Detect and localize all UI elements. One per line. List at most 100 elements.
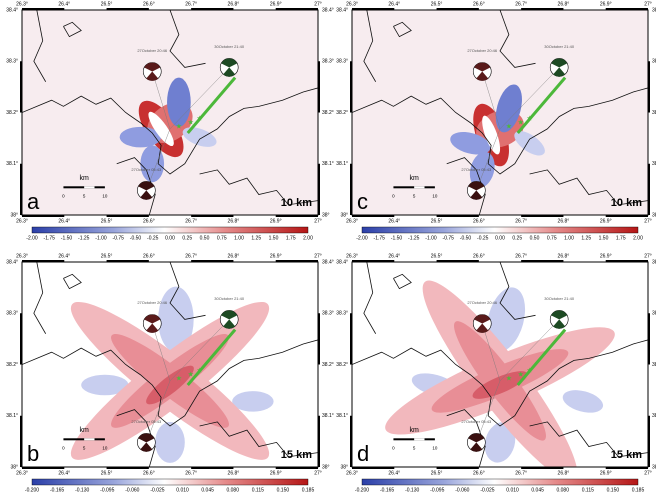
stress-lobe — [148, 111, 174, 147]
frame-bar — [22, 215, 65, 217]
scale-unit: km — [409, 427, 419, 434]
colorbar-label: 0.045 — [531, 487, 544, 493]
coastline — [199, 169, 318, 206]
lat-tick-label: 38.3° — [322, 59, 334, 65]
colorbar-label: -0.75 — [113, 235, 125, 241]
lon-tick-label: 26.3° — [16, 218, 28, 224]
lat-tick-label: 38.3° — [6, 311, 18, 317]
beachball-sector — [474, 62, 491, 72]
colorbar-label: 0.00 — [165, 235, 175, 241]
scale-label: 0 — [392, 194, 395, 199]
stress-lobe — [182, 127, 217, 147]
epicenter-star: ★ — [506, 375, 512, 383]
frame-bar — [521, 260, 564, 262]
depth-label: 10 km — [281, 197, 312, 209]
frame-bar — [191, 260, 234, 262]
lon-tick-label: 26.8° — [558, 470, 570, 476]
stress-lobe — [495, 84, 522, 133]
coastline — [363, 262, 377, 334]
panel-letter: b — [27, 441, 39, 466]
beachball-sector — [223, 67, 236, 77]
colorbar-label: -0.200 — [355, 487, 369, 493]
lat-tick-label: 38.4° — [336, 7, 348, 13]
coastline — [499, 10, 536, 68]
lon-tick-label: 26.3° — [346, 1, 358, 7]
stress-lobe — [562, 390, 604, 413]
depth-label: 15 km — [611, 449, 642, 461]
depth-label: 15 km — [281, 449, 312, 461]
colorbar-label: 1.00 — [234, 235, 244, 241]
lon-tick-label: 26.5° — [431, 470, 443, 476]
lat-tick-label: 38.3° — [336, 59, 348, 65]
frame-bar — [521, 215, 564, 217]
lon-tick-label: 26.5° — [101, 253, 113, 259]
colorbar-label: -0.060 — [125, 487, 139, 493]
colorbar-label: -0.060 — [455, 487, 469, 493]
colorbar-label: -1.75 — [374, 235, 386, 241]
scale-label: 0 — [62, 194, 65, 199]
colorbar-label: 0.045 — [201, 487, 214, 493]
lon-tick-label: 26.3° — [346, 253, 358, 259]
lat-tick-label: 38° — [340, 212, 348, 218]
lat-tick-label: 38.4° — [652, 7, 656, 13]
lon-tick-label: 26.6° — [143, 1, 155, 7]
event-label: 27October 20:46 — [137, 48, 168, 53]
colorbar-label: 0.185 — [632, 487, 645, 493]
frame-bar — [20, 61, 22, 113]
scale-unit: km — [79, 175, 89, 182]
frame-bar — [22, 467, 65, 469]
scale-label: 0 — [392, 446, 395, 451]
colorbar-label: -1.75 — [44, 235, 56, 241]
lon-tick-label: 26.4° — [388, 218, 400, 224]
lon-tick-label: 26.8° — [558, 253, 570, 259]
colorbar-label: 0.150 — [277, 487, 290, 493]
colorbar-label: 1.25 — [581, 235, 591, 241]
colorbar-label: 0.25 — [512, 235, 522, 241]
lon-tick-label: 26.9° — [270, 253, 282, 259]
lon-tick-label: 27° — [314, 218, 322, 224]
event-label: 27October 05:43 — [461, 419, 492, 424]
scale-label: 5 — [83, 194, 86, 199]
coastline — [33, 262, 47, 334]
leader-line — [146, 380, 171, 443]
colorbar-label: 0.00 — [495, 235, 505, 241]
lon-tick-label: 26.6° — [473, 470, 485, 476]
beachball-sector — [470, 442, 483, 452]
lat-tick-label: 38° — [10, 464, 18, 470]
leader-line — [169, 67, 230, 130]
scale-bar-white — [414, 186, 425, 189]
lon-tick-label: 26.9° — [600, 1, 612, 7]
colorbar-label: 1.75 — [286, 235, 296, 241]
scale-bar-white — [84, 438, 95, 441]
colorbar-label: 0.50 — [200, 235, 210, 241]
lon-tick-label: 26.5° — [431, 253, 443, 259]
beachball-sector — [553, 319, 566, 329]
lon-tick-label: 26.9° — [270, 470, 282, 476]
frame-bar — [318, 163, 320, 215]
colorbar-label: -0.165 — [50, 487, 64, 493]
colorbar-label: 2.00 — [303, 235, 313, 241]
lat-tick-label: 38.3° — [652, 311, 656, 317]
colorbar-label: 0.010 — [506, 487, 519, 493]
lat-tick-label: 38.2° — [336, 110, 348, 116]
stress-lobe — [146, 365, 194, 405]
frame-bar — [20, 415, 22, 467]
coastline — [199, 421, 318, 458]
epicenter-star: ★ — [196, 366, 202, 374]
frame-bar — [352, 260, 395, 262]
fault-trace — [186, 76, 237, 134]
frame-bar — [275, 467, 318, 469]
stress-lobe — [167, 77, 191, 127]
frame-bar — [352, 467, 395, 469]
fault-trace — [186, 328, 237, 386]
colorbar-label: 0.25 — [182, 235, 192, 241]
epicenter-star: ★ — [526, 366, 532, 374]
scale-label: 10 — [432, 446, 438, 451]
leader-line — [499, 67, 560, 130]
frame-bar — [350, 61, 352, 113]
scale-bar — [63, 186, 105, 189]
colorbar-label: -1.25 — [78, 235, 90, 241]
frame-bar — [352, 8, 395, 10]
event-label: 30October 21:40 — [544, 296, 575, 301]
